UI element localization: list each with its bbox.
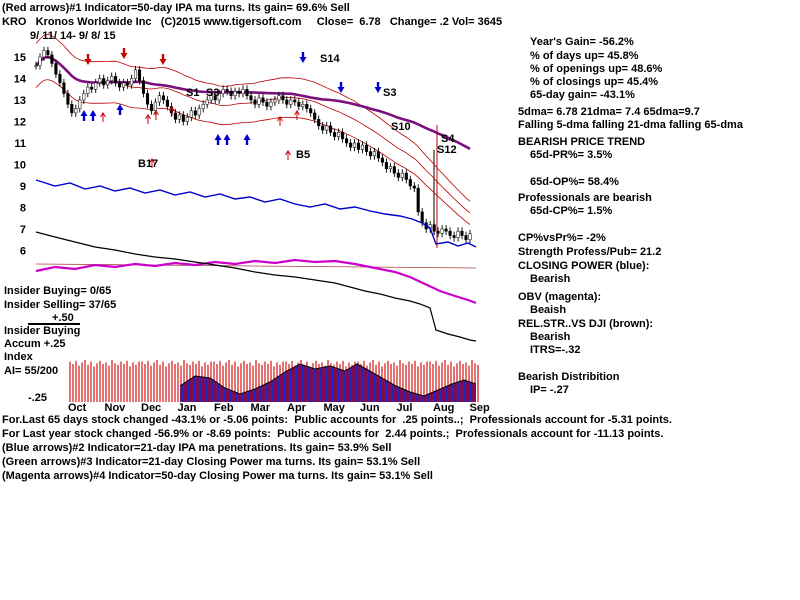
stat-years-gain: Year's Gain= -56.2% <box>530 36 634 48</box>
svg-text:S1: S1 <box>186 87 199 99</box>
accum-plus-level: +.50 <box>52 312 74 324</box>
svg-text:10: 10 <box>14 160 26 172</box>
svg-text:B5: B5 <box>296 149 310 161</box>
svg-text:Jul: Jul <box>397 402 413 414</box>
index-label: Index <box>4 351 33 363</box>
stat-65d-cp: 65d-CP%= 1.5% <box>530 205 613 217</box>
svg-text:Apr: Apr <box>287 402 307 414</box>
stat-65d-pr: 65d-PR%= 3.5% <box>530 149 613 161</box>
stat-professionals: Professionals are bearish <box>518 192 652 204</box>
svg-text:S4: S4 <box>441 133 455 145</box>
label-rel-str: REL.STR..VS DJI (brown): <box>518 318 654 330</box>
svg-text:13: 13 <box>14 95 26 107</box>
footer-65day-summary: For.Last 65 days stock changed -43.1% or… <box>2 414 672 426</box>
svg-text:6: 6 <box>20 246 26 258</box>
svg-text:S12: S12 <box>437 144 457 156</box>
insider-selling-count: Insider Selling= 37/65 <box>4 299 117 311</box>
svg-text:Nov: Nov <box>105 402 127 414</box>
svg-text:Feb: Feb <box>214 402 234 414</box>
svg-text:12: 12 <box>14 117 26 129</box>
accum-value: Accum +.25 <box>4 338 66 350</box>
stat-dma-trend: Falling 5-dma falling 21-dma falling 65-… <box>518 119 743 131</box>
stat-strength-ratio: Strength Profess/Pub= 21.2 <box>518 246 662 258</box>
label-obv: OBV (magenta): <box>518 291 602 303</box>
svg-text:14: 14 <box>14 74 27 86</box>
svg-text:8: 8 <box>20 203 26 215</box>
stat-cp-vs-pr: CP%vsPr%= -2% <box>518 232 606 244</box>
svg-text:15: 15 <box>14 52 26 64</box>
distribution-signal: Bearish Distribition <box>518 371 620 383</box>
rel-str-signal: Bearish <box>530 331 571 343</box>
svg-text:Sep: Sep <box>470 402 490 414</box>
svg-text:Jun: Jun <box>360 402 380 414</box>
svg-text:S3: S3 <box>206 87 219 99</box>
accum-minus-level: -.25 <box>28 392 47 404</box>
indicator-3-line: (Green arrows)#3 Indicator=21-day Closin… <box>2 456 421 468</box>
svg-text:S3: S3 <box>383 87 396 99</box>
stat-closings-up: % of closings up= 45.4% <box>530 76 659 88</box>
stat-65d-op: 65d-OP%= 58.4% <box>530 176 619 188</box>
svg-text:7: 7 <box>20 224 26 236</box>
svg-text:Aug: Aug <box>433 402 454 414</box>
svg-text:Jan: Jan <box>178 402 197 414</box>
indicator-2-line: (Blue arrows)#2 Indicator=21-day IPA ma … <box>2 442 392 454</box>
label-closing-power: CLOSING POWER (blue): <box>518 260 650 272</box>
closing-power-signal: Bearish <box>530 273 571 285</box>
svg-text:9: 9 <box>20 181 26 193</box>
indicator-1-line: (Red arrows)#1 Indicator=50-day IPA ma t… <box>2 2 350 14</box>
stat-dmas: 5dma= 6.78 21dma= 7.4 65dma=9.7 <box>518 106 700 118</box>
svg-text:S10: S10 <box>391 121 411 133</box>
svg-text:11: 11 <box>14 138 26 150</box>
stat-price-trend: BEARISH PRICE TREND <box>518 136 646 148</box>
symbol-title-line: KRO Kronos Worldwide Inc (C)2015 www.tig… <box>2 16 503 28</box>
insider-buying-label: Insider Buying <box>4 325 81 337</box>
stat-openings-up: % of openings up= 48.6% <box>530 63 663 75</box>
ai-value: AI= 55/200 <box>4 365 59 377</box>
svg-text:May: May <box>324 402 346 414</box>
indicator-4-line: (Magenta arrows)#4 Indicator=50-day Clos… <box>2 470 433 482</box>
insider-buying-count: Insider Buying= 0/65 <box>4 285 112 297</box>
stat-65day-gain: 65-day gain= -43.1% <box>530 89 635 101</box>
svg-text:B17: B17 <box>138 158 158 170</box>
svg-text:Mar: Mar <box>251 402 271 414</box>
stat-ip: IP= -.27 <box>530 384 569 396</box>
obv-signal: Beaish <box>530 304 567 316</box>
svg-text:Oct: Oct <box>68 402 87 414</box>
svg-text:Dec: Dec <box>141 402 161 414</box>
footer-year-summary: For Last year stock changed -56.9% or -8… <box>2 428 664 440</box>
stat-itrs: ITRS=-.32 <box>530 344 581 356</box>
stat-days-up: % of days up= 45.8% <box>530 50 639 62</box>
date-range: 9/ 11/ 14- 9/ 8/ 15 <box>30 30 116 42</box>
svg-text:S14: S14 <box>320 53 340 65</box>
